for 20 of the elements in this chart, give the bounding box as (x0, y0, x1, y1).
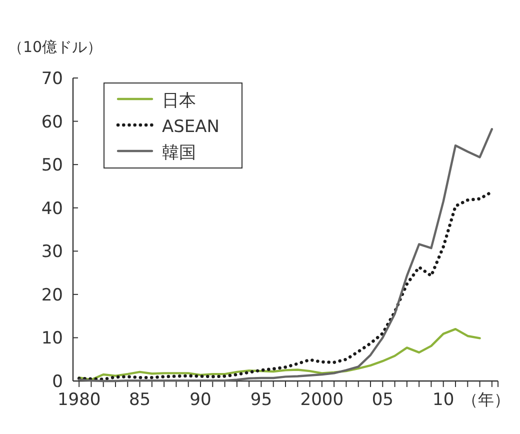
y-tick-label: 30 (41, 242, 63, 262)
y-tick-label: 40 (41, 198, 63, 219)
y-tick-label: 10 (41, 328, 63, 349)
x-tick-label: 95 (250, 390, 272, 410)
y-tick-label: 70 (41, 69, 63, 89)
x-axis-title: （年） (462, 390, 510, 409)
x-tick-label: 10 (432, 390, 454, 410)
y-tick-label: 50 (41, 156, 63, 176)
y-axis-title: （10億ドル） (8, 38, 102, 56)
y-tick-label: 20 (41, 285, 63, 306)
x-tick-label: 05 (372, 390, 394, 410)
y-tick-label: 0 (52, 372, 63, 392)
x-tick-label: 2000 (300, 390, 344, 410)
legend-label: 日本 (162, 91, 196, 111)
x-tick-label: 85 (128, 390, 151, 410)
y-tick-label: 60 (41, 112, 63, 132)
x-tick-label: 1980 (57, 390, 101, 410)
legend-label: 韓国 (162, 143, 196, 163)
x-tick-label: 90 (190, 390, 212, 410)
legend-label: ASEAN (162, 117, 220, 137)
